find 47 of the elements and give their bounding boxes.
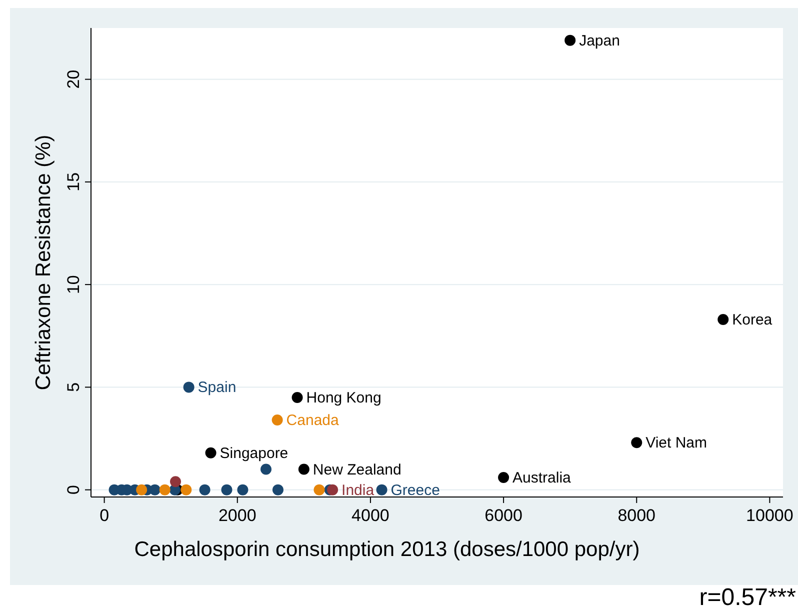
x-tick-label: 8000 (618, 506, 656, 525)
data-label: India (342, 482, 375, 499)
point (272, 414, 283, 426)
point (376, 484, 388, 496)
point (159, 484, 170, 496)
data-label: Korea (732, 311, 773, 328)
point (183, 382, 194, 393)
y-tick-label: 20 (64, 70, 83, 89)
point (498, 472, 510, 483)
point (221, 484, 232, 496)
text: r=0.57*** (699, 584, 796, 611)
data-label: Hong Kong (306, 389, 382, 406)
data-label: Greece (390, 482, 440, 499)
y-tick-label: 15 (64, 172, 83, 192)
x-tick-label: 0 (100, 506, 110, 525)
x-axis-title: Cephalosporin consumption 2013 (doses/1000 pop/yr) (134, 538, 640, 561)
y-tick-label: 10 (64, 275, 83, 294)
y-axis-title: Ceftriaxone Resistance (%) (32, 134, 55, 390)
point (170, 476, 182, 488)
data-label: Viet Nam (646, 434, 708, 452)
x-tick-label: 2000 (218, 506, 256, 525)
data-label: Canada (286, 412, 340, 430)
point (205, 447, 216, 458)
point (199, 484, 210, 496)
x-tick-label: 4000 (352, 506, 390, 525)
point (327, 484, 338, 496)
point (564, 34, 576, 46)
point (180, 484, 192, 496)
data-label: Australia (512, 470, 572, 486)
point (718, 314, 729, 325)
y-tick-label: 0 (64, 485, 83, 495)
data-label: New Zealand (312, 461, 402, 478)
data-label: Spain (198, 379, 236, 396)
data-label: Singapore (220, 444, 288, 462)
point (149, 484, 160, 496)
point (136, 484, 148, 496)
data-label: Japan (579, 32, 620, 50)
point (631, 437, 642, 448)
point (314, 484, 325, 496)
point (237, 484, 248, 496)
x-tick-label: 6000 (484, 506, 522, 525)
y-tick-label: 5 (64, 382, 83, 392)
point (292, 392, 303, 403)
point (298, 464, 310, 475)
x-tick-label: 10000 (746, 506, 794, 525)
point (260, 464, 272, 475)
point (272, 484, 284, 496)
